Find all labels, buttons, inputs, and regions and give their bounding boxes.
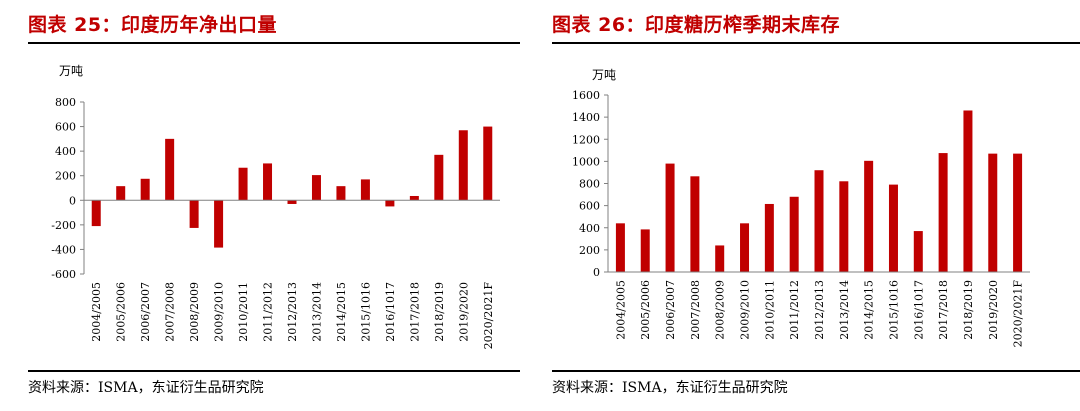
x-category-label: 2018/2019	[962, 280, 975, 340]
ending-stock-panel: 图表 26：印度糖历榨季期末库存 万吨 0 200 400 600 800 1000 120…	[548, 0, 1080, 411]
x-category-label: 2019/2020	[457, 282, 470, 342]
x-category-label: 2017/2018	[408, 282, 421, 342]
source-rule	[552, 370, 1080, 372]
x-category-label: 2007/2008	[164, 282, 177, 342]
y-tick-label: 1600	[572, 89, 600, 102]
bar	[434, 154, 444, 201]
y-unit-label: 万吨	[592, 68, 617, 82]
x-category-label: 2005/2006	[639, 280, 652, 340]
bar	[814, 170, 824, 272]
bar	[740, 223, 750, 272]
bar	[214, 200, 224, 248]
bar	[360, 179, 370, 201]
bar	[311, 175, 321, 201]
bar	[789, 196, 799, 272]
bar	[640, 229, 650, 272]
y-tick-label: 800	[55, 96, 76, 109]
x-category-label: 2010/2011	[237, 282, 250, 342]
y-tick-label: -200	[51, 219, 76, 232]
x-category-label: 2008/2009	[188, 282, 201, 342]
x-category-label: 2015/1016	[887, 280, 900, 340]
y-tick-label: 600	[55, 121, 76, 134]
x-category-label: 2006/2007	[139, 282, 152, 342]
bar	[988, 153, 998, 272]
bar	[888, 184, 898, 272]
x-category-label: 2012/2013	[286, 282, 299, 342]
y-tick-label: -400	[51, 243, 76, 256]
chart-title: 图表 26：印度糖历榨季期末库存	[552, 14, 841, 36]
bar	[238, 167, 248, 201]
bar	[715, 245, 725, 272]
bar	[140, 178, 150, 201]
x-category-label: 2015/1016	[359, 282, 372, 342]
net-export-bar-chart: -600 -400 -200 0 200 400 600 800 2004/2005 2005/2…	[51, 96, 500, 350]
y-tick-label: 1000	[572, 155, 600, 168]
y-tick-label: 200	[55, 170, 76, 183]
bar	[165, 138, 175, 201]
bar	[483, 126, 493, 201]
bar	[336, 186, 346, 201]
x-category-label: 2011/2012	[788, 280, 801, 340]
x-category-label: 2005/2006	[115, 282, 128, 342]
x-category-label: 2020/2021F	[1012, 280, 1025, 348]
bar	[913, 231, 923, 272]
x-category-label: 2009/2010	[739, 280, 752, 340]
bar	[385, 200, 395, 207]
x-category-label: 2019/2020	[987, 280, 1000, 340]
x-category-label: 2016/1017	[384, 282, 397, 342]
bar	[665, 163, 675, 272]
net-export-panel: 图表 25：印度历年净出口量 万吨 -600 -400 -200 0 200 400 600…	[0, 0, 530, 411]
bar	[189, 200, 199, 228]
bar	[263, 163, 273, 201]
x-category-label: 2009/2010	[213, 282, 226, 342]
x-category-label: 2006/2007	[664, 280, 677, 340]
x-category-label: 2013/2014	[838, 280, 851, 340]
y-tick-label: 200	[579, 244, 600, 257]
x-category-label: 2017/2018	[937, 280, 950, 340]
source-note: 资料来源：ISMA，东证衍生品研究院	[28, 380, 264, 396]
bar	[458, 130, 468, 201]
bar	[764, 203, 774, 272]
y-tick-label: 400	[55, 145, 76, 158]
x-category-label: 2020/2021F	[482, 282, 495, 350]
bar	[963, 110, 973, 272]
bar	[839, 181, 849, 272]
x-category-label: 2014/2015	[335, 282, 348, 342]
title-rule	[552, 42, 1080, 44]
y-tick-label: 0	[69, 194, 76, 207]
y-tick-label: -600	[51, 268, 76, 281]
bar	[690, 176, 700, 272]
bar	[864, 160, 874, 272]
title-rule	[28, 42, 520, 44]
y-tick-label: 600	[579, 200, 600, 213]
x-category-label: 2013/2014	[310, 282, 323, 342]
x-category-label: 2011/2012	[262, 282, 275, 342]
x-category-label: 2012/2013	[813, 280, 826, 340]
x-category-label: 2010/2011	[763, 280, 776, 340]
bar	[1013, 153, 1023, 272]
x-category-label: 2008/2009	[714, 280, 727, 340]
bar	[116, 186, 126, 201]
x-category-label: 2018/2019	[433, 282, 446, 342]
x-category-label: 2004/2005	[90, 282, 103, 342]
y-tick-label: 0	[593, 266, 600, 279]
bar	[287, 200, 297, 204]
y-tick-label: 1200	[572, 133, 600, 146]
bar	[409, 195, 419, 201]
x-category-label: 2004/2005	[614, 280, 627, 340]
chart-title: 图表 25：印度历年净出口量	[28, 14, 278, 36]
y-tick-label: 800	[579, 178, 600, 191]
y-tick-label: 400	[579, 222, 600, 235]
bar	[91, 200, 101, 227]
bar	[615, 223, 625, 272]
x-category-label: 2007/2008	[689, 280, 702, 340]
y-tick-label: 1400	[572, 111, 600, 124]
x-category-label: 2014/2015	[863, 280, 876, 340]
ending-stock-bar-chart: 0 200 400 600 800 1000 1200 1400 1600 2004/2005 20…	[572, 89, 1030, 348]
y-unit-label: 万吨	[59, 64, 84, 78]
bar	[938, 153, 948, 272]
source-note: 资料来源：ISMA，东证衍生品研究院	[552, 380, 788, 396]
x-category-label: 2016/1017	[912, 280, 925, 340]
source-rule	[28, 370, 520, 372]
